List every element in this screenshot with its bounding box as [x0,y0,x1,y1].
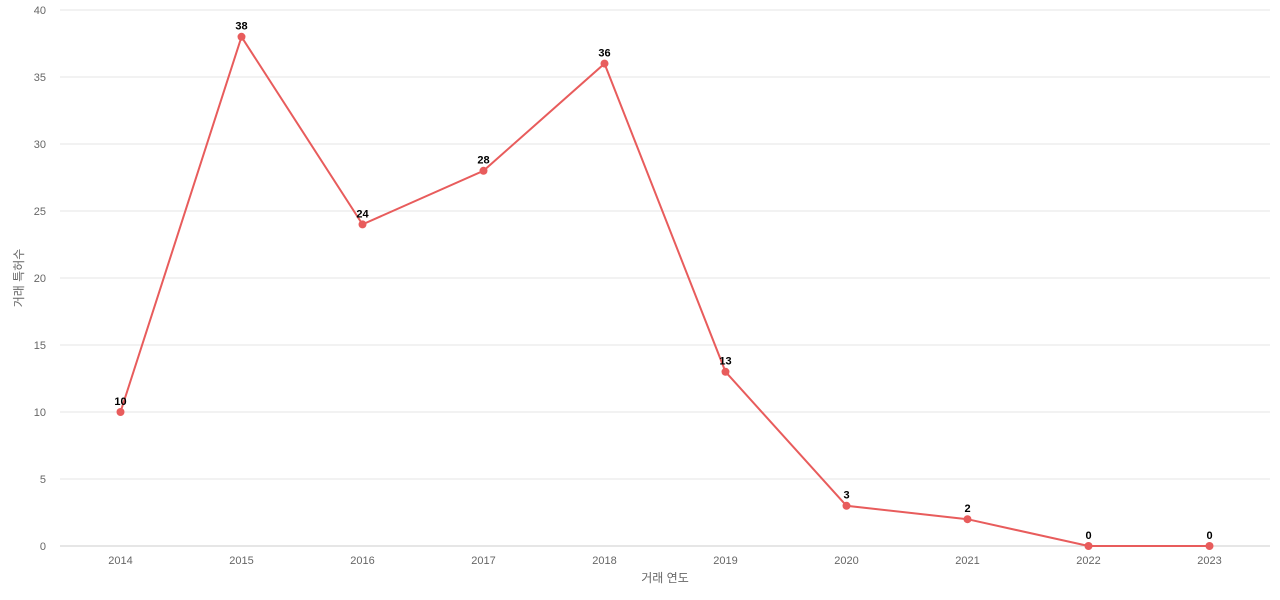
point [358,220,367,229]
x-tick-label: 2016 [350,555,374,567]
x-tick-label: 2014 [108,555,132,567]
x-tick-label: 2015 [229,555,253,567]
y-tick-label: 35 [34,72,46,84]
value-label: 0 [1206,530,1212,542]
x-tick-label: 2021 [955,555,979,567]
value-label: 3 [843,490,849,502]
x-tick-label: 2019 [713,555,737,567]
value-label: 0 [1085,530,1091,542]
y-tick-label: 15 [34,340,46,352]
y-tick-label: 0 [40,541,46,553]
value-label: 36 [598,48,610,60]
x-tick-label: 2023 [1197,555,1221,567]
point [963,515,972,524]
y-tick-label: 30 [34,139,46,151]
value-label: 24 [356,208,369,220]
value-label: 10 [114,396,126,408]
point [237,32,246,41]
x-axis-label: 거래 연도 [641,571,689,585]
y-tick-label: 5 [40,474,46,486]
x-tick-label: 2017 [471,555,495,567]
point [1205,542,1214,550]
value-label: 28 [477,155,489,167]
y-axis-label: 거래 특허수 [12,249,26,308]
point [116,408,125,416]
y-tick-label: 20 [34,273,46,285]
point [842,501,851,510]
x-tick-label: 2022 [1076,555,1100,567]
point [721,367,730,376]
point [1084,542,1093,550]
x-tick-label: 2020 [834,555,858,567]
value-label: 13 [719,356,731,368]
point [479,166,488,175]
line [119,34,1210,547]
y-tick-label: 40 [34,5,46,17]
point [600,59,609,68]
x-tick-label: 2018 [592,555,616,567]
y-tick-label: 25 [34,206,46,218]
value-label: 2 [964,503,970,515]
y-tick-label: 10 [34,407,46,419]
value-label: 38 [235,21,247,33]
